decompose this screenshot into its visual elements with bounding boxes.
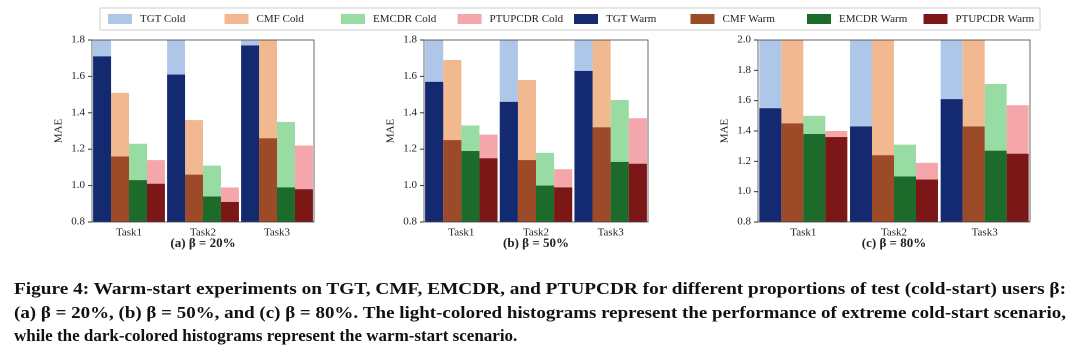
y-tick-label: 1.0 (71, 179, 85, 191)
legend-swatch (807, 14, 831, 24)
plot-frame (423, 39, 649, 223)
y-tick-label: 1.8 (737, 64, 751, 76)
legend-label: TGT Warm (606, 13, 657, 25)
plot (759, 40, 1029, 222)
y-tick-label: 1.0 (737, 185, 751, 197)
bar (241, 45, 260, 222)
bar (574, 70, 593, 222)
y-tick-label: 1.2 (71, 143, 85, 155)
y-tick-label: 1.8 (71, 34, 85, 46)
y-tick-label: 1.0 (403, 179, 417, 191)
bar (984, 150, 1007, 222)
x-tick-label: Task3 (264, 227, 291, 239)
legend-label: CMF Cold (257, 13, 305, 25)
legend-swatch (108, 14, 132, 24)
bar (610, 161, 629, 222)
bar (894, 176, 916, 222)
y-tick-label: 1.4 (737, 125, 751, 137)
plot-frame (757, 39, 1031, 223)
x-tick-label: Task2 (190, 227, 216, 239)
x-tick-label: Task3 (598, 227, 625, 239)
x-tick-label: Task2 (881, 227, 907, 239)
bar (111, 156, 129, 222)
y-axis-label: MAE (53, 119, 65, 144)
y-tick-label: 1.6 (71, 70, 85, 82)
bar (203, 196, 221, 222)
caption-line: while the dark-colored histograms repres… (14, 326, 517, 345)
legend-label: CMF Warm (723, 13, 776, 25)
plot-frame (91, 39, 315, 223)
legend-swatch (574, 14, 598, 24)
chart-title: (c) β = 80% (862, 235, 926, 250)
bar (93, 56, 112, 222)
y-tick-label: 0.8 (403, 216, 417, 228)
bar (461, 151, 480, 222)
caption-line: (a) β = 20%, (b) β = 50%, and (c) β = 80… (14, 303, 1066, 322)
bar (1006, 153, 1029, 222)
bar (554, 187, 573, 222)
bar (536, 185, 555, 222)
y-tick-label: 1.2 (403, 143, 417, 155)
x-tick-label: Task1 (790, 227, 816, 239)
bar (185, 174, 203, 222)
legend-label: PTUPCDR Warm (956, 13, 1035, 25)
bar (825, 137, 848, 222)
y-tick-label: 1.6 (403, 70, 417, 82)
bar (499, 101, 518, 222)
y-axis-label: MAE (385, 119, 397, 144)
bar (277, 187, 295, 222)
y-tick-label: 2.0 (737, 34, 751, 46)
bar (872, 155, 894, 222)
plot (93, 40, 313, 222)
legend-label: EMCDR Warm (839, 13, 908, 25)
bar (759, 108, 782, 222)
bar (517, 160, 536, 222)
legend-swatch (224, 14, 249, 24)
bar (592, 127, 611, 222)
x-tick-label: Task1 (116, 227, 142, 239)
y-tick-label: 0.8 (71, 216, 85, 228)
bar (220, 201, 239, 222)
bar (146, 183, 165, 222)
y-tick-label: 1.4 (403, 106, 417, 118)
legend-swatch (341, 14, 365, 24)
bar (479, 158, 498, 222)
chart-title: (b) β = 50% (503, 235, 569, 250)
legend-label: EMCDR Cold (373, 13, 437, 25)
x-tick-label: Task3 (972, 227, 999, 239)
bar (167, 74, 186, 222)
legend-swatch (457, 14, 482, 24)
y-tick-label: 0.8 (737, 216, 751, 228)
bar (443, 140, 462, 222)
legend-swatch (923, 14, 948, 24)
y-tick-label: 1.6 (737, 94, 751, 106)
y-tick-label: 1.8 (403, 34, 417, 46)
legend-label: PTUPCDR Cold (490, 13, 564, 25)
x-tick-label: Task1 (448, 227, 474, 239)
y-tick-label: 1.4 (71, 106, 85, 118)
bar (628, 163, 647, 222)
y-axis-label: MAE (719, 119, 731, 144)
x-tick-label: Task2 (523, 227, 549, 239)
legend-box (99, 7, 1041, 31)
plot (425, 40, 647, 222)
legend-label: TGT Cold (140, 13, 186, 25)
bar (803, 134, 826, 222)
caption-line: Figure 4: Warm-start experiments on TGT,… (14, 279, 1066, 298)
legend-swatch (690, 14, 715, 24)
bar (781, 123, 804, 222)
bar (940, 99, 963, 222)
y-tick-label: 1.2 (737, 155, 751, 167)
bar (129, 180, 147, 222)
bar (294, 189, 313, 222)
bar (425, 81, 444, 222)
bar (259, 138, 277, 222)
bar (850, 126, 873, 222)
bar (915, 179, 938, 222)
bar (962, 126, 985, 222)
chart-title: (a) β = 20% (170, 235, 235, 250)
